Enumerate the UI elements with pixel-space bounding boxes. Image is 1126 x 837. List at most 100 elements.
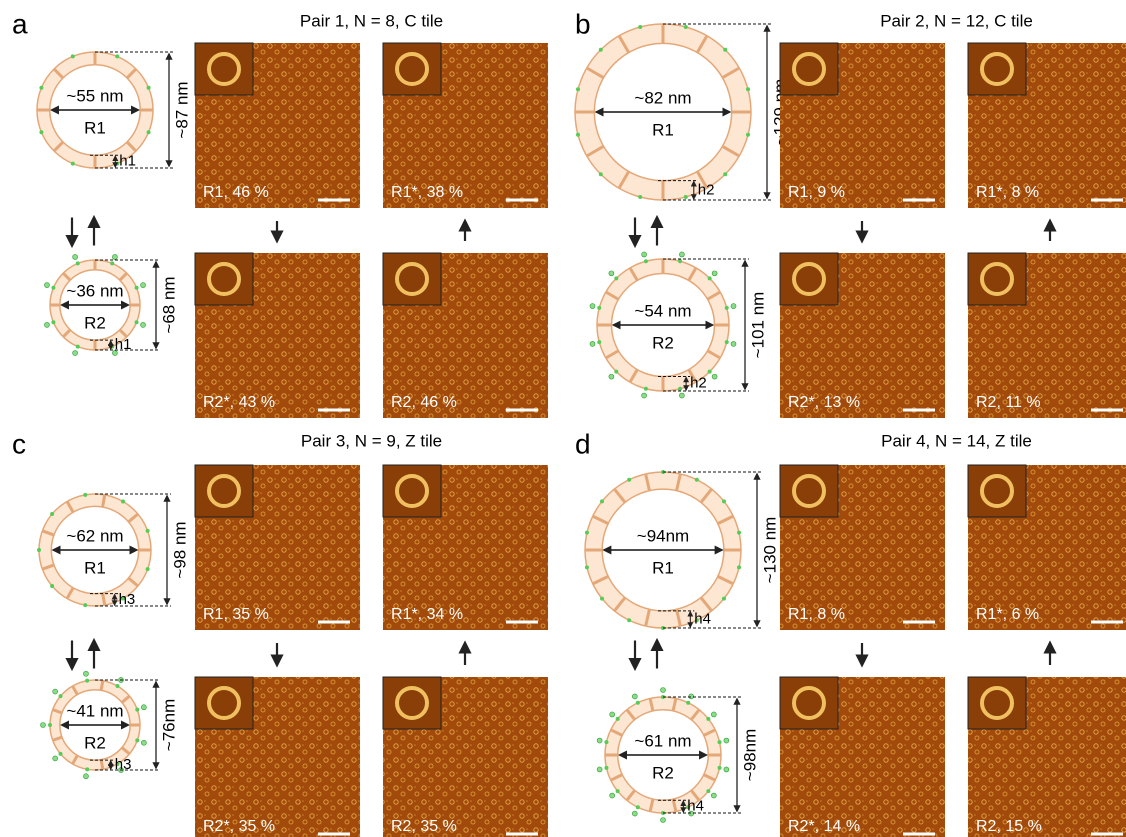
ring-dot bbox=[722, 499, 726, 503]
ring-dot bbox=[585, 565, 589, 569]
ring-dot bbox=[135, 320, 139, 324]
ring-dot bbox=[112, 254, 117, 259]
ring-dot bbox=[711, 793, 716, 798]
afm-inset bbox=[383, 253, 441, 305]
h-label: h2 bbox=[698, 181, 715, 198]
ring-spoke bbox=[103, 593, 105, 605]
afm-inset bbox=[195, 465, 253, 517]
ring-dot bbox=[53, 689, 58, 694]
ring-dot bbox=[610, 793, 615, 798]
ring-dot bbox=[638, 195, 642, 199]
ring-dot bbox=[71, 54, 75, 58]
ring-dot bbox=[51, 286, 55, 290]
ring-dot bbox=[614, 370, 618, 374]
ring-dot bbox=[706, 717, 710, 721]
afm-inset bbox=[780, 677, 838, 729]
ring-dot bbox=[636, 701, 640, 705]
ring-dot bbox=[616, 717, 620, 721]
height-label: ~87 nm bbox=[172, 81, 191, 138]
height-label: ~98 nm bbox=[170, 521, 189, 578]
diameter-label: ~55 nm bbox=[66, 86, 123, 105]
ring-dot bbox=[48, 723, 52, 727]
image-label: R2*, 13 % bbox=[788, 394, 860, 411]
afm-inset bbox=[780, 253, 838, 305]
ring-dot bbox=[576, 133, 580, 137]
ring-label: R1 bbox=[652, 120, 674, 139]
ring-dot bbox=[724, 738, 729, 743]
ring-dot bbox=[44, 322, 49, 327]
panel-title: Pair 4, N = 14, Z tile bbox=[881, 431, 1032, 450]
ring-dot bbox=[712, 374, 717, 379]
ring-dot bbox=[731, 341, 736, 346]
image-label: R2*, 35 % bbox=[203, 818, 275, 835]
ring-dot bbox=[600, 597, 604, 601]
ring-dot bbox=[746, 87, 750, 91]
ring-spoke bbox=[103, 495, 105, 507]
ring-dot bbox=[39, 86, 43, 90]
ring-dot bbox=[627, 478, 631, 482]
ring-dot bbox=[636, 805, 640, 809]
ring-dot bbox=[44, 283, 49, 288]
h-label: h4 bbox=[687, 798, 704, 815]
height-label: ~68 nm bbox=[159, 276, 178, 333]
ring-label: R1 bbox=[84, 558, 106, 577]
ring-dot bbox=[141, 740, 146, 745]
image-label: R1, 46 % bbox=[203, 184, 269, 201]
h-label: h1 bbox=[119, 153, 136, 170]
ring-dot bbox=[678, 387, 682, 391]
ring-dot bbox=[723, 48, 727, 52]
panel-title: Pair 3, N = 9, Z tile bbox=[301, 431, 442, 450]
image-label: R1*, 6 % bbox=[976, 606, 1039, 623]
ring-dot bbox=[146, 529, 150, 533]
ring-dot bbox=[83, 671, 88, 676]
ring-dot bbox=[59, 694, 63, 698]
ring-dot bbox=[59, 752, 63, 756]
ring-dot bbox=[37, 548, 41, 552]
ring-dot bbox=[686, 701, 690, 705]
ring-label: R2 bbox=[84, 313, 106, 332]
image-label: R2*, 43 % bbox=[203, 394, 275, 411]
afm-inset bbox=[383, 43, 441, 95]
ring-dot bbox=[39, 130, 43, 134]
panel-letter: d bbox=[575, 428, 591, 459]
ring-dot bbox=[679, 393, 684, 398]
ring-dot bbox=[51, 320, 55, 324]
afm-inset bbox=[195, 253, 253, 305]
diameter-label: ~54 nm bbox=[634, 301, 691, 320]
image-label: R1*, 34 % bbox=[391, 606, 463, 623]
ring-dot bbox=[147, 86, 151, 90]
ring-dot bbox=[53, 756, 58, 761]
panel-letter: c bbox=[12, 428, 26, 459]
afm-inset bbox=[195, 677, 253, 729]
ring-dot bbox=[73, 351, 78, 356]
h-label: h4 bbox=[694, 610, 711, 627]
ring-dot bbox=[50, 512, 54, 516]
afm-inset bbox=[195, 43, 253, 95]
ring-dot bbox=[73, 254, 78, 259]
ring-dot bbox=[642, 393, 647, 398]
afm-inset bbox=[968, 43, 1026, 95]
ring-label: R2 bbox=[652, 763, 674, 782]
ring-dot bbox=[599, 172, 603, 176]
ring-dot bbox=[695, 478, 699, 482]
ring-dot bbox=[718, 740, 722, 744]
ring-dot bbox=[141, 322, 146, 327]
ring-dot bbox=[638, 25, 642, 29]
ring-dot bbox=[41, 723, 46, 728]
ring-dot bbox=[609, 374, 614, 379]
ring-dot bbox=[83, 603, 87, 607]
ring-dot bbox=[147, 130, 151, 134]
ring-dot bbox=[121, 500, 125, 504]
height-label: ~98nm bbox=[740, 729, 759, 781]
diameter-label: ~82 nm bbox=[634, 88, 691, 107]
ring-dot bbox=[110, 261, 114, 265]
image-label: R2, 15 % bbox=[976, 818, 1042, 835]
ring-dot bbox=[604, 766, 608, 770]
panel-title: Pair 1, N = 8, C tile bbox=[300, 11, 443, 30]
ring-dot bbox=[135, 708, 139, 712]
ring-dot bbox=[746, 133, 750, 137]
ring-dot bbox=[737, 565, 741, 569]
image-label: R2, 11 % bbox=[976, 394, 1041, 411]
ring-dot bbox=[76, 261, 80, 265]
ring-dot bbox=[684, 25, 688, 29]
